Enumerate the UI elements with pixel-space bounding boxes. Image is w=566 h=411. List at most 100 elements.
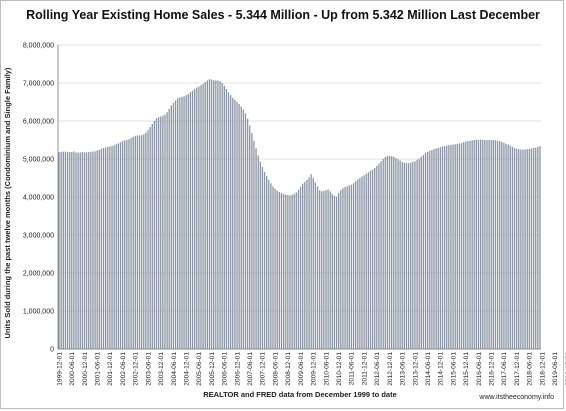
bar bbox=[234, 99, 236, 349]
bar bbox=[439, 147, 442, 349]
y-tick-label: 1,000,000 bbox=[23, 309, 54, 316]
bar bbox=[465, 141, 467, 349]
x-tick-label: 2009-12-01 bbox=[311, 352, 318, 386]
bar bbox=[270, 183, 272, 349]
bar bbox=[185, 95, 187, 349]
bar bbox=[342, 188, 344, 349]
bar bbox=[494, 140, 497, 349]
bar bbox=[361, 176, 363, 349]
bar bbox=[371, 169, 374, 349]
bar bbox=[249, 125, 251, 349]
bar bbox=[75, 152, 77, 349]
bar bbox=[352, 183, 355, 349]
y-tick-label: 7,000,000 bbox=[23, 81, 54, 88]
bar bbox=[492, 140, 494, 349]
bar bbox=[251, 133, 253, 349]
bar bbox=[443, 146, 446, 349]
bar bbox=[496, 140, 499, 349]
bar bbox=[149, 127, 151, 349]
bar bbox=[174, 100, 177, 349]
bar bbox=[365, 173, 367, 349]
bar bbox=[111, 146, 113, 349]
bar bbox=[318, 190, 321, 349]
bar bbox=[488, 140, 490, 349]
bar bbox=[526, 149, 528, 349]
bar bbox=[505, 143, 507, 349]
bar bbox=[266, 176, 268, 349]
bar bbox=[83, 152, 86, 349]
bar bbox=[350, 184, 353, 349]
bar bbox=[138, 135, 141, 349]
bar bbox=[221, 83, 223, 349]
x-tick-label: 2015-06-01 bbox=[450, 352, 457, 386]
bar bbox=[244, 113, 247, 350]
x-tick-label: 2019-12-01 bbox=[565, 352, 566, 386]
bar bbox=[141, 135, 143, 349]
bar bbox=[422, 154, 425, 349]
bar bbox=[405, 163, 408, 349]
bar bbox=[299, 186, 302, 349]
bar bbox=[177, 98, 179, 349]
y-tick-label: 6,000,000 bbox=[23, 119, 54, 126]
x-tick-label: 2012-06-01 bbox=[374, 352, 381, 386]
bar bbox=[285, 194, 287, 349]
bar bbox=[410, 162, 412, 349]
bar bbox=[535, 147, 537, 349]
bar bbox=[100, 148, 103, 349]
bar bbox=[501, 141, 503, 349]
y-tick-label: 2,000,000 bbox=[23, 271, 54, 278]
bar bbox=[147, 130, 149, 349]
x-tick-label: 2000-06-01 bbox=[69, 352, 76, 386]
bar bbox=[153, 121, 156, 349]
bar bbox=[287, 195, 289, 349]
bar bbox=[507, 144, 509, 349]
bar bbox=[183, 96, 185, 349]
x-tick-label: 2018-12-01 bbox=[539, 352, 546, 386]
bar bbox=[105, 147, 107, 349]
x-axis-label: REALTOR and FRED data from December 1999… bbox=[203, 390, 397, 399]
x-tick-label: 2002-06-01 bbox=[120, 352, 127, 386]
x-tick-label: 2005-06-01 bbox=[196, 352, 203, 386]
bar bbox=[348, 185, 350, 349]
bar bbox=[282, 193, 285, 349]
bar bbox=[276, 190, 278, 349]
bar bbox=[441, 146, 444, 349]
bar bbox=[71, 151, 73, 349]
bar bbox=[367, 172, 370, 349]
bar bbox=[297, 189, 300, 349]
x-tick-label: 2001-06-01 bbox=[94, 352, 101, 386]
x-tick-label: 2011-06-01 bbox=[349, 352, 356, 386]
bar bbox=[331, 193, 333, 349]
bar bbox=[448, 145, 450, 349]
bar bbox=[524, 149, 526, 349]
bar bbox=[172, 102, 175, 349]
bar bbox=[225, 89, 228, 349]
bar bbox=[242, 109, 245, 349]
bar bbox=[121, 141, 124, 349]
bar bbox=[340, 190, 342, 349]
x-tick-label: 2010-06-01 bbox=[323, 352, 330, 386]
bar bbox=[85, 152, 88, 349]
bar bbox=[384, 157, 386, 349]
bar bbox=[437, 147, 439, 349]
bar bbox=[532, 147, 535, 349]
bar bbox=[354, 181, 357, 349]
bar bbox=[102, 147, 105, 349]
bar bbox=[94, 151, 96, 349]
bar bbox=[109, 146, 111, 349]
bar bbox=[132, 136, 134, 349]
bar bbox=[66, 151, 69, 349]
bar bbox=[471, 140, 473, 349]
bar bbox=[427, 151, 429, 349]
bar bbox=[88, 151, 90, 349]
bar bbox=[390, 156, 393, 349]
bar bbox=[179, 97, 181, 349]
bar bbox=[482, 139, 484, 349]
bar bbox=[90, 151, 92, 349]
bar bbox=[302, 183, 304, 349]
bar bbox=[213, 80, 215, 350]
bar bbox=[518, 149, 520, 349]
bar bbox=[280, 193, 283, 349]
bar bbox=[257, 155, 259, 349]
bar bbox=[393, 156, 395, 349]
